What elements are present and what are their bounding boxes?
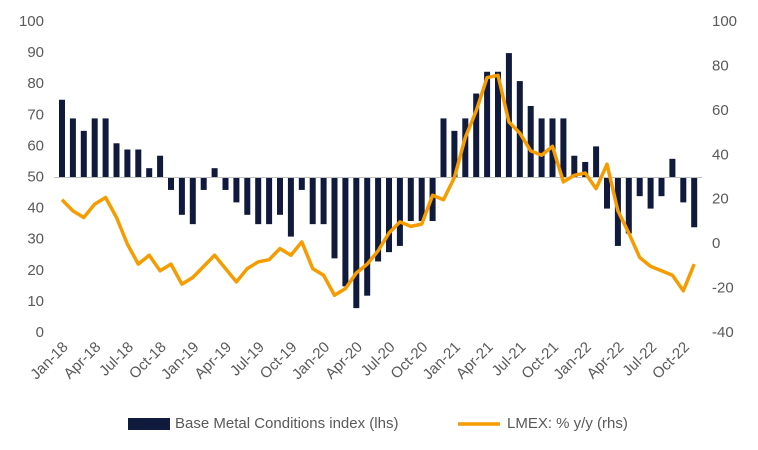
x-tick-label: Jan-18 xyxy=(27,339,71,383)
bar xyxy=(320,177,327,225)
bar xyxy=(364,177,371,296)
bar xyxy=(462,118,469,178)
bar xyxy=(331,177,338,259)
bar xyxy=(69,118,76,178)
bar xyxy=(560,118,567,178)
y2-tick-label: 20 xyxy=(712,191,729,208)
bar xyxy=(582,161,589,178)
bar xyxy=(386,177,392,253)
bar xyxy=(255,177,262,225)
bar xyxy=(375,177,382,262)
bar xyxy=(309,177,316,225)
bar xyxy=(407,177,414,222)
x-tick-label: Jan-20 xyxy=(289,339,333,383)
legend-label: LMEX: % y/y (rhs) xyxy=(507,415,628,432)
bar xyxy=(59,99,65,178)
bar xyxy=(135,149,142,178)
y-tick-label: 10 xyxy=(27,293,44,310)
bar xyxy=(440,118,447,178)
bar xyxy=(80,130,87,178)
bar xyxy=(146,168,153,178)
x-tick-label: Apr-21 xyxy=(453,339,497,383)
bar xyxy=(277,177,283,215)
bar xyxy=(636,177,643,197)
x-tick-label: Apr-19 xyxy=(191,339,235,383)
bar xyxy=(680,177,687,203)
bar xyxy=(473,93,480,178)
bar xyxy=(124,149,131,178)
legend-label: Base Metal Conditions index (lhs) xyxy=(175,415,398,432)
y-tick-label: 50 xyxy=(27,168,44,185)
bar xyxy=(113,143,120,178)
bar xyxy=(168,177,174,190)
x-tick-label: Oct-22 xyxy=(649,339,693,383)
y2-tick-label: 100 xyxy=(712,13,737,30)
bar xyxy=(647,177,654,209)
bar xyxy=(691,177,698,228)
x-tick-label: Apr-18 xyxy=(60,339,104,383)
bar xyxy=(484,71,491,178)
x-tick-label: Apr-22 xyxy=(584,339,628,383)
bar xyxy=(91,118,98,178)
y-tick-label: 90 xyxy=(27,44,44,61)
bar xyxy=(342,177,349,287)
bar xyxy=(211,168,218,178)
x-tick-label: Apr-20 xyxy=(322,339,366,383)
bar xyxy=(495,71,501,178)
legend-swatch xyxy=(128,418,170,430)
bar xyxy=(102,118,109,178)
bar xyxy=(244,177,251,215)
y2-tick-label: 60 xyxy=(712,102,729,119)
bar xyxy=(527,105,534,178)
bar xyxy=(266,177,273,225)
bar xyxy=(625,177,632,234)
bar xyxy=(222,177,229,190)
y-tick-label: 20 xyxy=(27,262,44,279)
bar xyxy=(516,81,523,178)
y-tick-label: 60 xyxy=(27,137,44,154)
bar xyxy=(658,177,665,197)
bar xyxy=(200,177,207,190)
bar xyxy=(593,146,600,178)
y-tick-label: 40 xyxy=(27,200,44,217)
y2-tick-label: -20 xyxy=(712,280,734,297)
bar xyxy=(418,177,425,222)
x-tick-label: Jan-22 xyxy=(550,339,594,383)
bar xyxy=(189,177,196,225)
bar xyxy=(538,118,545,178)
bar xyxy=(669,158,676,178)
bar xyxy=(604,177,610,209)
x-tick-label: Jan-19 xyxy=(158,339,202,383)
y2-tick-label: -40 xyxy=(712,324,734,341)
bar xyxy=(396,177,403,246)
y-tick-label: 70 xyxy=(27,106,44,123)
bar xyxy=(287,177,294,237)
bar xyxy=(571,155,578,178)
bar xyxy=(353,177,360,309)
bar xyxy=(451,130,458,178)
line xyxy=(60,73,696,297)
y-tick-label: 30 xyxy=(27,231,44,248)
y-tick-label: 0 xyxy=(36,324,44,341)
y2-tick-label: 0 xyxy=(712,235,720,252)
y-tick-label: 100 xyxy=(19,13,44,30)
bar xyxy=(233,177,240,203)
y-tick-label: 80 xyxy=(27,75,44,92)
y2-tick-label: 40 xyxy=(712,146,729,163)
bar xyxy=(298,177,305,190)
bar xyxy=(157,155,164,178)
x-tick-label: Jan-21 xyxy=(420,339,464,383)
bar xyxy=(178,177,185,215)
y2-tick-label: 80 xyxy=(712,57,729,74)
